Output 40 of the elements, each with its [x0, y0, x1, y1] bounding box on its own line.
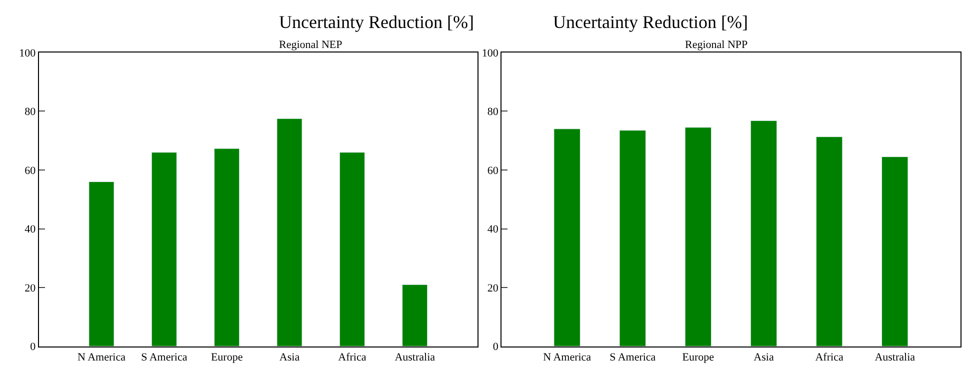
bar: [554, 128, 580, 346]
y-tick-label: 20: [487, 282, 499, 294]
chart-title: Uncertainty Reduction [%]: [553, 12, 748, 32]
bar: [684, 127, 712, 346]
y-tick-label: 40: [24, 224, 36, 236]
bar: [339, 152, 365, 346]
x-tick-label: S America: [610, 352, 656, 364]
x-tick-label: Australia: [874, 352, 916, 364]
x-tick-label: Asia: [754, 352, 774, 364]
chart-subtitle: Regional NEP: [279, 39, 342, 51]
x-tick-label: Africa: [338, 352, 366, 364]
x-tick-label: S America: [141, 352, 188, 364]
y-tick-label: 80: [487, 106, 499, 118]
bar: [214, 148, 240, 346]
bar: [402, 284, 428, 346]
y-tick-label: 80: [24, 106, 36, 118]
bar: [816, 136, 843, 346]
bar: [881, 156, 908, 346]
y-tick-label: 100: [482, 47, 499, 60]
bar: [750, 120, 778, 346]
bar: [151, 152, 177, 346]
y-tick-label: 20: [24, 282, 36, 294]
bar: [619, 130, 646, 346]
y-tick-label: 60: [487, 164, 499, 177]
bar: [88, 182, 114, 346]
y-tick-label: 0: [492, 341, 499, 354]
x-tick-label: N America: [77, 352, 126, 364]
bar: [276, 118, 302, 346]
x-tick-label: Asia: [279, 352, 300, 364]
chart-subtitle: Regional NPP: [685, 39, 748, 51]
y-tick-label: 100: [19, 47, 36, 60]
y-tick-label: 0: [30, 341, 36, 354]
y-tick-label: 60: [24, 164, 36, 177]
x-tick-label: N America: [543, 352, 592, 364]
y-tick-label: 40: [487, 224, 499, 236]
chart-title: Uncertainty Reduction [%]: [279, 12, 474, 32]
x-tick-label: Europe: [210, 352, 243, 364]
x-tick-label: Australia: [394, 352, 436, 364]
x-tick-label: Africa: [815, 352, 844, 364]
x-tick-label: Europe: [682, 352, 714, 364]
